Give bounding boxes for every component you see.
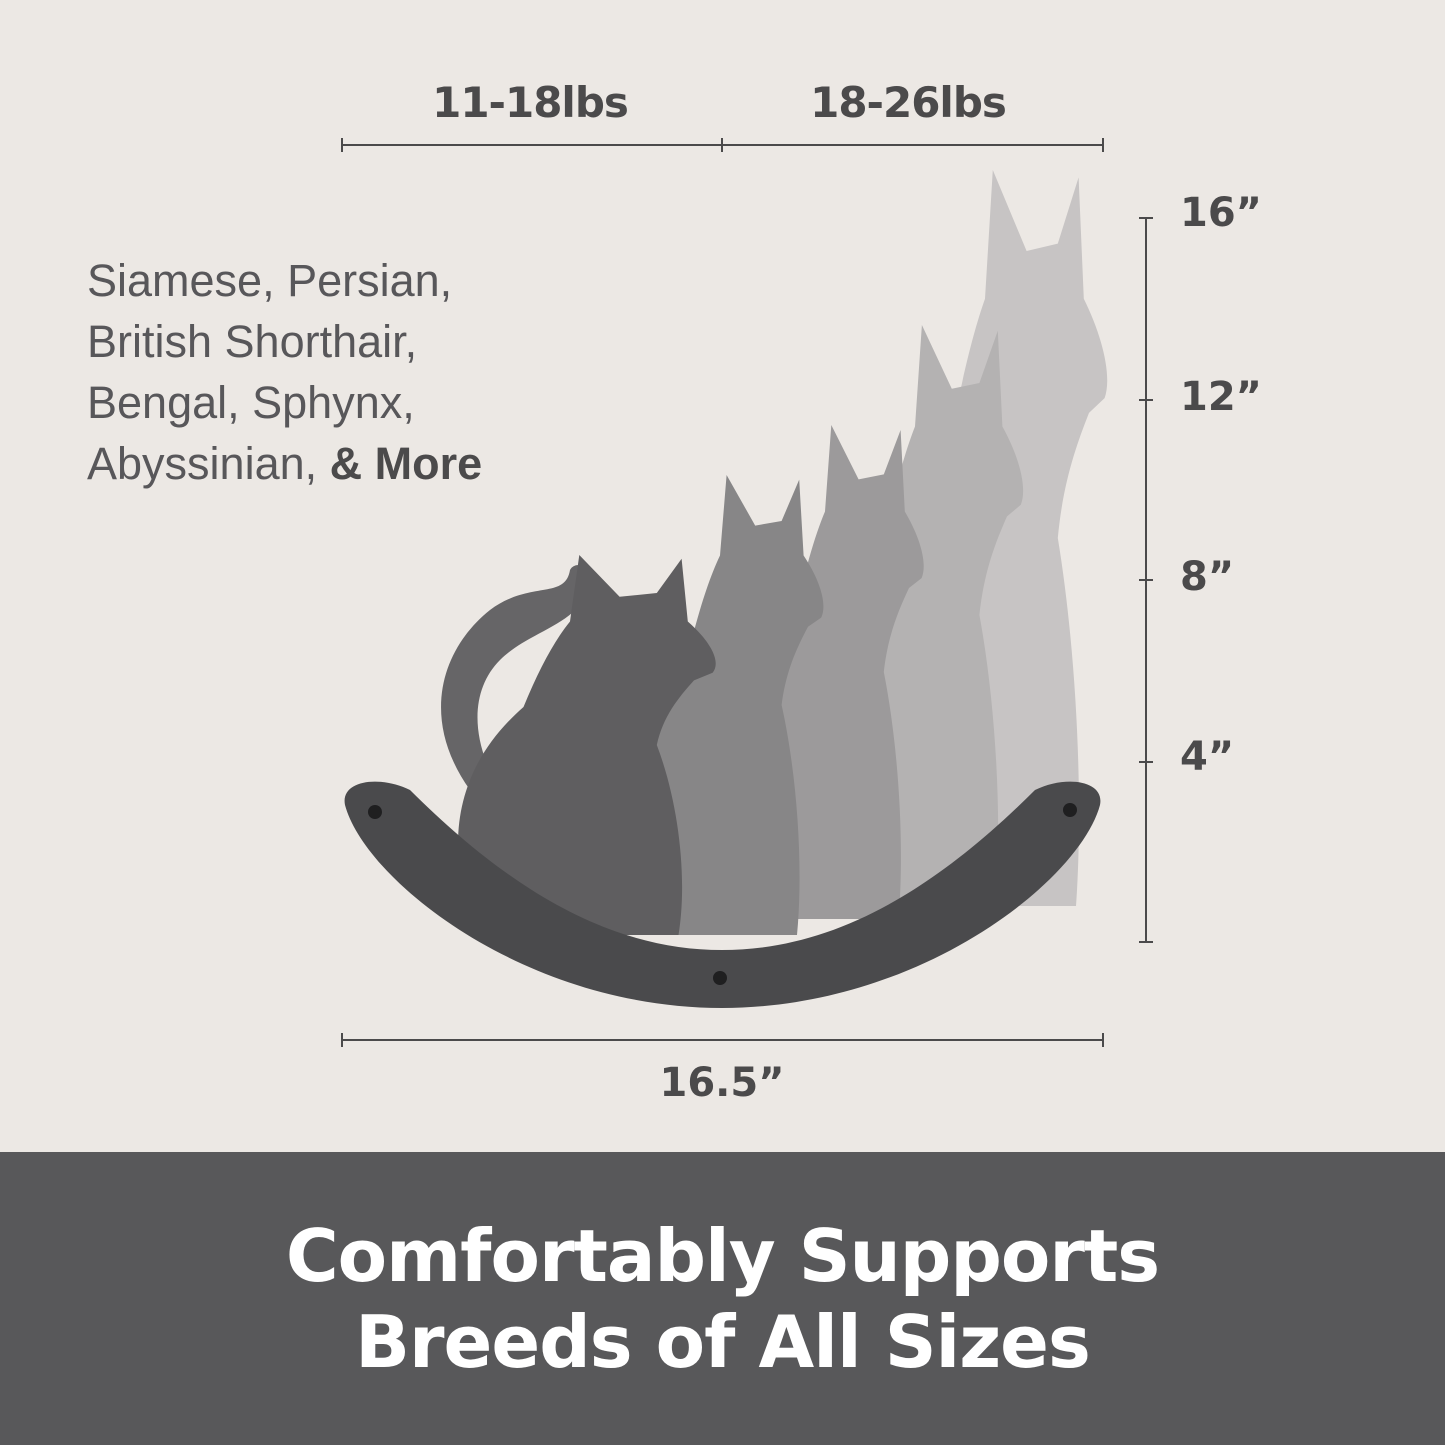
height-label-8: 8” bbox=[1180, 554, 1235, 600]
breed-line: Siamese, Persian, bbox=[87, 255, 453, 306]
height-label-12: 12” bbox=[1180, 374, 1262, 420]
breed-line: British Shorthair, bbox=[87, 316, 418, 367]
height-label-4: 4” bbox=[1180, 734, 1235, 780]
headline-banner: Comfortably Supports Breeds of All Sizes bbox=[0, 1152, 1445, 1445]
width-label: 16.5” bbox=[659, 1060, 785, 1106]
dimension-lines bbox=[341, 138, 1153, 1047]
more-breeds: & More bbox=[329, 438, 483, 489]
breed-line: Abyssinian, & More bbox=[87, 433, 482, 494]
weight-range-small: 11-18lbs bbox=[432, 78, 629, 127]
breed-list: Siamese, Persian, British Shorthair, Ben… bbox=[87, 250, 482, 494]
headline-line-2: Breeds of All Sizes bbox=[355, 1299, 1091, 1384]
screw-icons bbox=[368, 803, 1077, 985]
breed-line-text: Abyssinian, bbox=[87, 438, 330, 489]
breed-line: Bengal, Sphynx, bbox=[87, 377, 415, 428]
height-label-16: 16” bbox=[1180, 190, 1262, 236]
felt-rocker-bed bbox=[344, 781, 1101, 1008]
cat-tail bbox=[441, 565, 591, 790]
weight-range-large: 18-26lbs bbox=[810, 78, 1007, 127]
headline-line-1: Comfortably Supports bbox=[285, 1213, 1160, 1298]
